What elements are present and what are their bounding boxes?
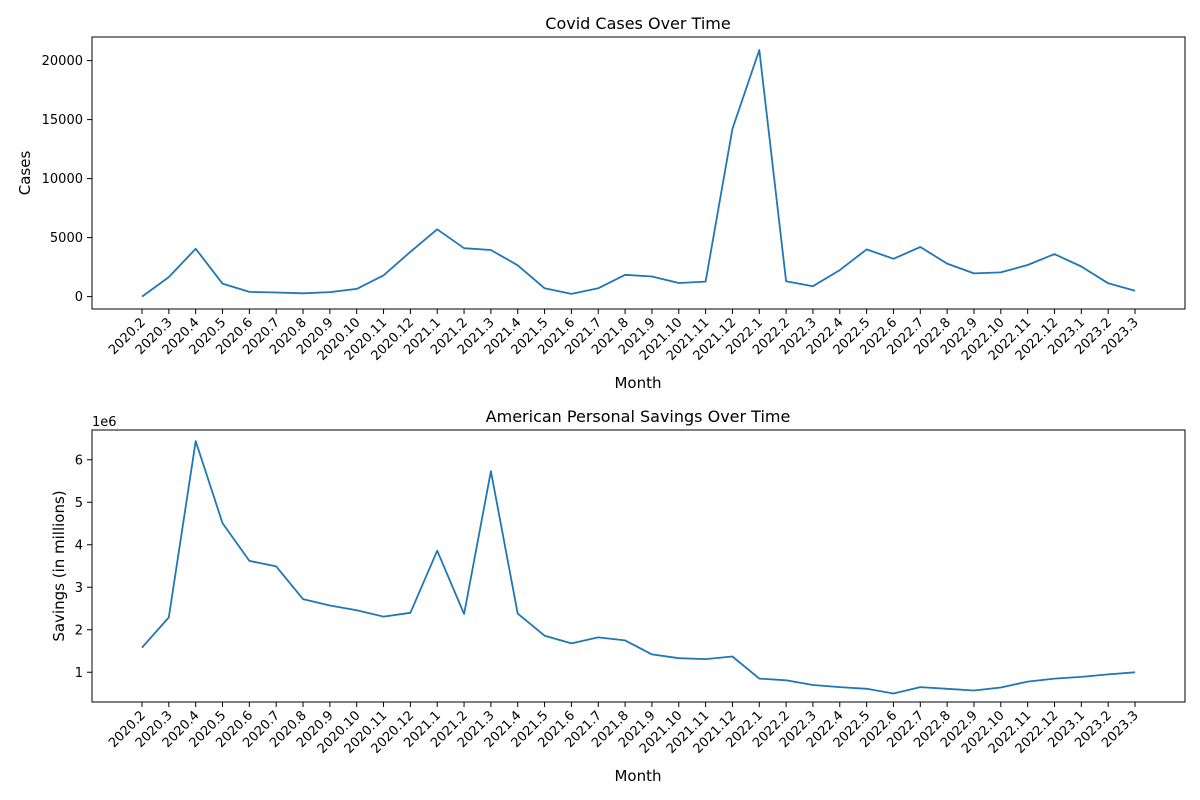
y-axis-label: Savings (in millions) [50, 490, 68, 641]
y-axis-label: Cases [16, 151, 34, 196]
series-line-savings [141, 440, 1136, 695]
y-axis: 1 2 3 4 5 6 [75, 453, 92, 681]
chart-title: American Personal Savings Over Time [486, 407, 791, 426]
y-tick-label: 5 [75, 496, 83, 511]
x-axis-label: Month [614, 374, 661, 392]
series-line-cases [141, 49, 1136, 298]
y-tick-label: 15000 [42, 113, 83, 128]
x-axis: 2020.22020.32020.42020.52020.62020.72020… [106, 702, 1142, 757]
subplot-covid-cases: Covid Cases Over Time Cases Month 0 5000 1… [16, 14, 1186, 392]
plot-frame [91, 429, 1186, 703]
y-tick-label: 5000 [50, 231, 83, 246]
subplot-personal-savings: American Personal Savings Over Time 1e6 … [50, 407, 1186, 785]
y-tick-label: 2 [75, 623, 83, 638]
y-tick-label: 3 [75, 581, 83, 596]
x-axis-label: Month [614, 767, 661, 785]
chart-title: Covid Cases Over Time [545, 14, 730, 33]
y-tick-label: 1 [75, 666, 83, 681]
y-axis: 0 5000 10000 15000 20000 [42, 54, 92, 305]
plot-frame [91, 36, 1186, 310]
y-tick-label: 4 [75, 538, 83, 553]
y-tick-label: 10000 [42, 172, 83, 187]
x-axis: 2020.22020.32020.42020.52020.62020.72020… [106, 309, 1142, 364]
y-tick-label: 20000 [42, 54, 83, 69]
y-tick-label: 6 [75, 453, 83, 468]
y-axis-offset-label: 1e6 [92, 415, 117, 430]
y-tick-label: 0 [75, 290, 83, 305]
